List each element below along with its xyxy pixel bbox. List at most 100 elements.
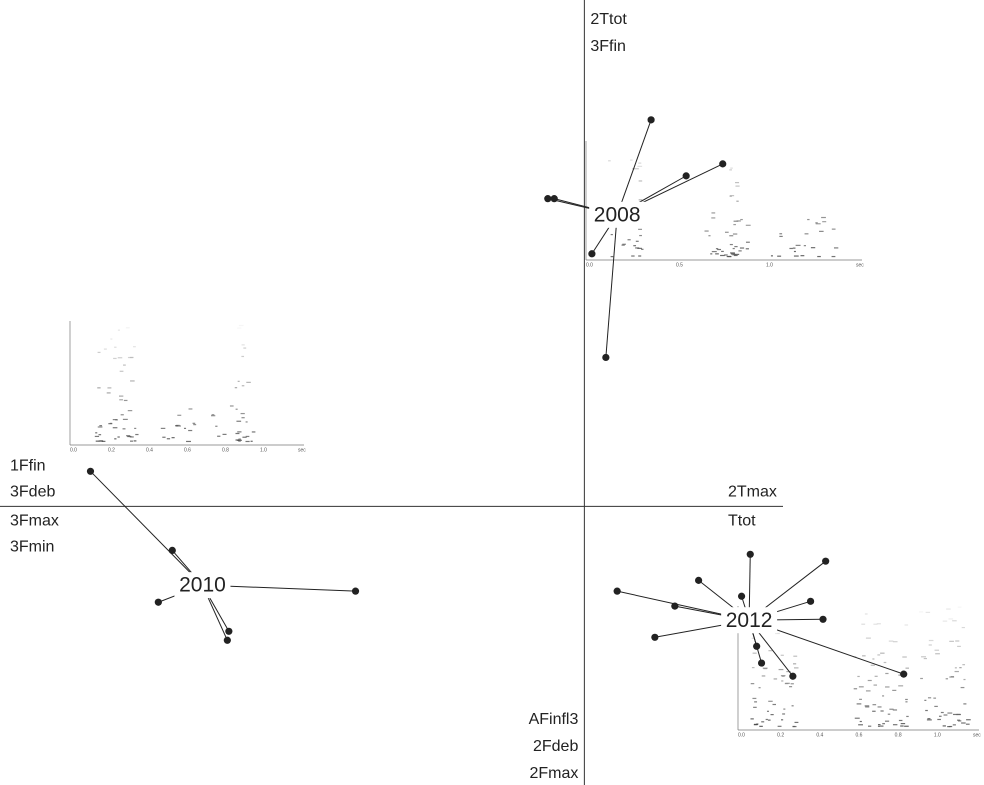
- inset-tick-label: sec: [856, 262, 864, 268]
- spectrogram-speck: [729, 195, 732, 197]
- point: [223, 636, 231, 644]
- spectrogram-speck: [857, 675, 860, 678]
- spectrogram-speck: [793, 255, 799, 257]
- spectrogram-speck: [925, 709, 928, 712]
- spectrogram-speck: [177, 414, 182, 416]
- spectrogram-speck: [889, 708, 894, 710]
- spectrogram-speck: [241, 417, 245, 419]
- inset-tick-label: 0.2: [777, 732, 784, 738]
- spectrogram-speck: [740, 218, 743, 221]
- spectrogram-speck: [779, 233, 783, 235]
- spectrogram-speck: [235, 432, 240, 435]
- spectrogram-speck: [635, 247, 640, 249]
- inset-tick-label: 1.0: [766, 262, 773, 268]
- point: [613, 587, 621, 595]
- point: [225, 627, 233, 635]
- spectrogram-speck: [856, 703, 862, 705]
- spectrogram-speck: [942, 620, 948, 622]
- spectrogram-speck: [107, 387, 112, 389]
- spectrogram-speck: [904, 624, 909, 626]
- spectrogram-speck: [758, 687, 761, 689]
- spectrogram-speck: [949, 640, 954, 642]
- spectrogram-speck: [927, 718, 931, 720]
- spectrogram-speck: [237, 431, 242, 433]
- spectrogram-inset: 0.0 0.2 0.4 0.6 0.8 1.0 sec: [737, 606, 981, 738]
- spectrogram-speck: [638, 228, 643, 230]
- spectrogram-speck: [821, 216, 826, 219]
- spectrogram-speck: [246, 381, 251, 383]
- spectrogram-speck: [952, 724, 956, 726]
- spectrogram-speck: [711, 212, 716, 214]
- spectrogram-speck: [97, 351, 101, 354]
- spectrogram-speck: [95, 440, 100, 442]
- spectrogram-speck: [933, 697, 937, 699]
- spectrogram-speck: [926, 719, 932, 721]
- spectrogram-speck: [112, 427, 118, 429]
- spectrogram-speck: [637, 247, 642, 249]
- spectrogram-speck: [765, 718, 768, 721]
- inset-tick-label: 1.0: [260, 447, 267, 453]
- spectrogram-speck: [109, 422, 113, 425]
- axis-label: 2Fmax: [529, 765, 578, 782]
- spectrogram-speck: [864, 613, 868, 615]
- spectrogram-speck: [727, 255, 732, 258]
- spectrogram-speck: [766, 710, 770, 712]
- spectrogram-speck: [119, 370, 124, 372]
- spectrogram-speck: [904, 725, 909, 727]
- spectrogram-speck: [123, 399, 128, 402]
- spectrogram-speck: [162, 436, 166, 438]
- spectrogram-speck: [921, 656, 927, 658]
- spectrogram-speck: [957, 720, 962, 722]
- spectrogram-speck: [945, 678, 949, 680]
- spectrogram-speck: [898, 719, 903, 722]
- spectrogram-speck: [622, 243, 626, 245]
- spectrogram-speck: [736, 200, 739, 202]
- spectrogram-speck: [751, 637, 756, 639]
- point: [819, 615, 827, 623]
- spectrogram-speck: [822, 221, 827, 223]
- spectrogram-speck: [876, 623, 881, 625]
- spectrogram-speck: [94, 435, 100, 438]
- point: [806, 597, 815, 605]
- spectrogram-speck: [119, 399, 123, 401]
- spectrogram-speck: [954, 667, 957, 669]
- spectrogram-speck: [947, 725, 951, 728]
- spectrogram-speck: [853, 688, 858, 690]
- point: [647, 116, 655, 124]
- spectrogram-inset: 0.0 0.2 0.4 0.6 0.8 1.0 sec: [69, 321, 306, 453]
- spectrogram-speck: [934, 649, 940, 651]
- spectrogram-speck: [610, 255, 614, 258]
- spectrogram-speck: [768, 700, 773, 702]
- spectrogram-speck: [633, 245, 637, 247]
- spectrogram-speck: [745, 224, 751, 226]
- spectrogram-speck: [859, 720, 862, 723]
- spectrogram-speck: [638, 199, 643, 201]
- axis-label: 3Ffin: [590, 38, 626, 55]
- spectrogram-speck: [902, 656, 907, 658]
- spectrogram-speck: [777, 725, 782, 727]
- spectrogram-speck: [732, 247, 735, 250]
- inset-tick-label: 0.4: [816, 732, 823, 738]
- spectrogram-speck: [193, 424, 197, 426]
- spectrogram-speck: [877, 724, 881, 726]
- spectrogram-speck: [242, 436, 247, 438]
- spectrogram-speck: [872, 710, 876, 712]
- spectrogram-speck: [898, 674, 902, 676]
- spectrogram-speck: [729, 235, 734, 237]
- spectrogram-speck: [858, 686, 864, 688]
- spectrogram-speck: [873, 684, 878, 686]
- spectrogram-speck: [245, 435, 250, 438]
- spectrogram-speck: [250, 440, 253, 442]
- spoke: [90, 470, 203, 586]
- spectrogram-speck: [761, 721, 765, 723]
- spectrogram-speck: [129, 436, 134, 438]
- spectrogram-speck: [222, 433, 227, 435]
- spectrogram-speck: [874, 675, 878, 677]
- spectrogram-speck: [101, 440, 106, 442]
- spectrogram-speck: [807, 218, 810, 221]
- spectrogram-speck: [804, 233, 809, 235]
- spectrogram-speck: [888, 640, 894, 642]
- spectrogram-speck: [957, 606, 962, 608]
- spectrogram-speck: [854, 717, 860, 719]
- spectrogram-speck: [785, 682, 790, 684]
